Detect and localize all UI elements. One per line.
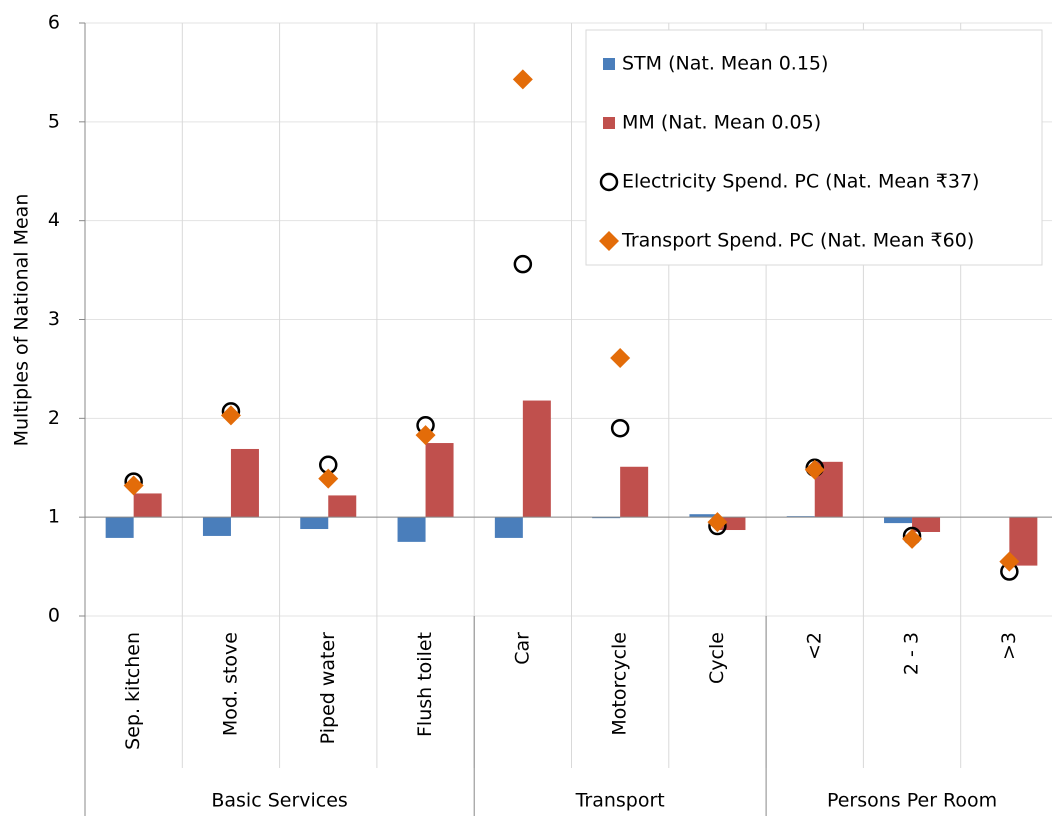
legend-swatch xyxy=(603,58,615,70)
marker xyxy=(999,551,1020,572)
marker xyxy=(415,425,436,446)
y-tick-label: 4 xyxy=(48,209,60,231)
x-tick-label: Flush toilet xyxy=(414,632,436,737)
marker xyxy=(512,69,533,90)
bar xyxy=(300,517,329,530)
y-tick-label: 5 xyxy=(48,110,60,132)
x-tick-label: Mod. stove xyxy=(219,632,241,736)
bar xyxy=(133,493,162,518)
marker xyxy=(318,468,339,489)
y-tick-label: 6 xyxy=(48,12,60,34)
group-label: Persons Per Room xyxy=(827,790,997,812)
bar xyxy=(397,517,426,542)
bar xyxy=(884,517,913,524)
bar xyxy=(202,517,231,536)
y-tick-label: 2 xyxy=(48,407,60,429)
x-tick-label: Motorcycle xyxy=(609,632,631,736)
marker xyxy=(599,172,619,192)
legend-label: Transport Spend. PC (Nat. Mean ₹60) xyxy=(621,230,974,252)
marker xyxy=(707,512,728,533)
legend-label: MM (Nat. Mean 0.05) xyxy=(622,112,821,134)
legend-label: STM (Nat. Mean 0.15) xyxy=(622,53,828,75)
marker xyxy=(599,231,619,251)
bar xyxy=(105,517,134,538)
x-tick-label: Piped water xyxy=(317,632,339,744)
bar xyxy=(689,514,718,518)
marker xyxy=(610,348,631,369)
bar xyxy=(522,400,551,518)
legend: STM (Nat. Mean 0.15) MM (Nat. Mean 0.05) E… xyxy=(585,29,1043,266)
group-label: Transport xyxy=(575,790,665,812)
marker xyxy=(123,475,144,496)
legend-box xyxy=(585,29,1043,266)
marker xyxy=(902,528,923,549)
x-tick-label: Cycle xyxy=(706,632,728,684)
x-tick-label: Sep. kitchen xyxy=(122,632,144,750)
bar xyxy=(425,443,454,518)
x-tick-label: Car xyxy=(511,632,533,665)
x-tick-label: 2 - 3 xyxy=(901,632,923,675)
bar xyxy=(494,517,523,538)
bar xyxy=(328,495,357,518)
legend-swatch xyxy=(603,117,615,129)
y-tick-label: 1 xyxy=(48,506,60,528)
marker xyxy=(513,254,533,274)
bar xyxy=(230,448,259,518)
group-label: Basic Services xyxy=(211,790,347,812)
marker xyxy=(804,459,825,480)
marker xyxy=(610,418,630,438)
y-axis-label: Multiples of National Mean xyxy=(11,194,33,447)
y-tick-label: 0 xyxy=(48,605,60,627)
x-tick-label: <2 xyxy=(803,632,825,660)
bar xyxy=(620,466,649,518)
marker xyxy=(220,405,241,426)
y-tick-label: 3 xyxy=(48,308,60,330)
legend-label: Electricity Spend. PC (Nat. Mean ₹37) xyxy=(622,171,979,193)
bar xyxy=(912,517,941,532)
x-tick-label: >3 xyxy=(998,632,1020,660)
